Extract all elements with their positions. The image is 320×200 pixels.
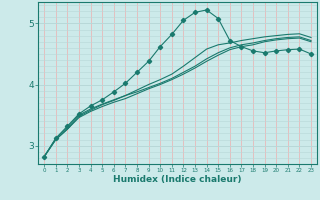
X-axis label: Humidex (Indice chaleur): Humidex (Indice chaleur) xyxy=(113,175,242,184)
